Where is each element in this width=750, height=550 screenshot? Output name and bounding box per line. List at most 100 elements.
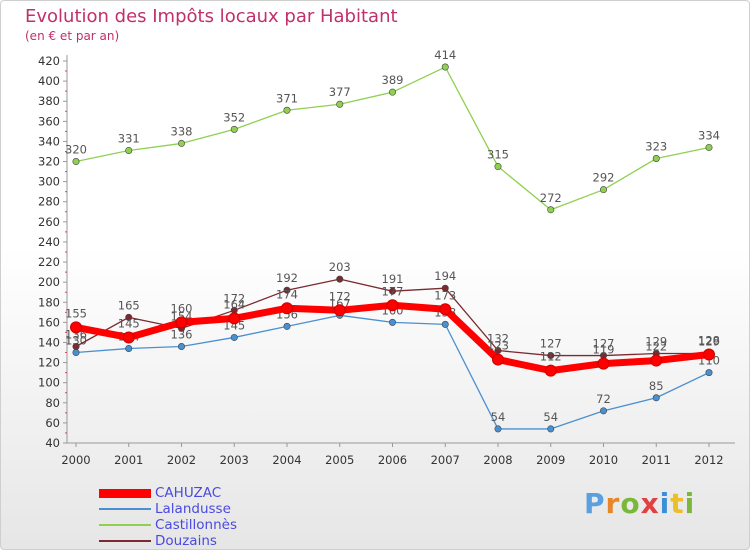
data-point-douzains — [388, 287, 396, 295]
data-point-douzains — [547, 352, 555, 360]
data-label-castillonnes: 292 — [593, 171, 615, 185]
data-label-douzains: 172 — [223, 291, 245, 305]
y-tick-label: 220 — [38, 255, 60, 269]
legend-swatch-cahuzac — [99, 489, 151, 498]
data-point-castillonnes — [388, 88, 396, 96]
y-tick-label: 140 — [38, 335, 60, 349]
y-tick-label: 180 — [38, 295, 60, 309]
data-point-cahuzac — [703, 348, 715, 361]
data-point-lalandusse — [441, 320, 449, 328]
data-point-lalandusse — [230, 333, 238, 341]
data-label-douzains: 194 — [434, 269, 456, 283]
legend-item-castillonnes[interactable]: Castillonnès — [99, 517, 339, 533]
data-label-douzains: 129 — [698, 335, 720, 349]
y-tick-label: 120 — [38, 356, 60, 370]
y-tick-label: 380 — [38, 94, 60, 108]
data-point-lalandusse — [705, 369, 713, 377]
y-tick-label: 80 — [45, 396, 60, 410]
legend-item-douzains[interactable]: Douzains — [99, 533, 339, 549]
data-label-douzains: 165 — [118, 298, 140, 312]
data-point-cahuzac — [492, 353, 504, 366]
data-point-castillonnes — [125, 146, 133, 154]
data-point-castillonnes — [599, 186, 607, 194]
data-label-cahuzac: 145 — [118, 316, 140, 330]
data-point-castillonnes — [230, 125, 238, 133]
data-label-cahuzac: 160 — [171, 301, 193, 315]
legend-label: CAHUZAC — [155, 485, 222, 501]
data-label-cahuzac: 174 — [276, 287, 298, 301]
y-tick-label: 40 — [45, 436, 60, 450]
legend-swatch-castillonnes — [99, 524, 151, 526]
data-point-lalandusse — [388, 318, 396, 326]
y-tick-label: 240 — [38, 235, 60, 249]
data-label-castillonnes: 414 — [434, 48, 456, 62]
data-label-castillonnes: 352 — [223, 110, 245, 124]
x-tick-label: 2003 — [220, 453, 249, 467]
data-point-castillonnes — [494, 163, 502, 171]
x-tick-label: 2008 — [483, 453, 512, 467]
data-point-lalandusse — [178, 342, 186, 350]
data-point-cahuzac — [439, 303, 452, 316]
legend-swatch-douzains — [99, 540, 151, 542]
x-tick-label: 2006 — [378, 453, 407, 467]
data-label-douzains: 127 — [540, 337, 562, 351]
data-point-douzains — [441, 284, 449, 292]
data-point-castillonnes — [336, 100, 344, 108]
x-tick-label: 2007 — [431, 453, 460, 467]
data-label-castillonnes: 334 — [698, 128, 720, 142]
x-tick-label: 2000 — [61, 453, 90, 467]
data-label-cahuzac: 173 — [434, 288, 456, 302]
data-label-cahuzac: 172 — [329, 289, 351, 303]
y-tick-label: 340 — [38, 134, 60, 148]
data-point-castillonnes — [705, 143, 713, 151]
data-label-lalandusse: 136 — [171, 327, 193, 341]
data-label-douzains: 129 — [645, 335, 667, 349]
data-point-castillonnes — [72, 158, 80, 166]
data-label-castillonnes: 272 — [540, 191, 562, 205]
chart-legend: CAHUZAC Lalandusse Castillonnès Douzains — [99, 485, 339, 549]
data-point-cahuzac — [597, 357, 610, 370]
data-point-lalandusse — [652, 394, 660, 402]
data-label-castillonnes: 371 — [276, 91, 298, 105]
legend-item-cahuzac[interactable]: CAHUZAC — [99, 485, 339, 501]
data-point-castillonnes — [652, 155, 660, 163]
legend-swatch-lalandusse — [99, 508, 151, 510]
legend-label: Douzains — [155, 533, 217, 549]
data-label-cahuzac: 155 — [65, 306, 87, 320]
data-label-cahuzac: 119 — [593, 343, 615, 357]
data-label-douzains: 192 — [276, 271, 298, 285]
legend-label: Castillonnès — [155, 517, 237, 533]
y-tick-label: 320 — [38, 155, 60, 169]
data-label-cahuzac: 122 — [645, 340, 667, 354]
data-point-lalandusse — [599, 407, 607, 415]
data-point-douzains — [283, 286, 291, 294]
data-point-cahuzac — [70, 321, 82, 334]
y-tick-label: 400 — [38, 74, 60, 88]
x-tick-label: 2012 — [694, 453, 723, 467]
data-point-lalandusse — [494, 425, 502, 433]
data-point-cahuzac — [650, 354, 663, 367]
data-point-lalandusse — [283, 322, 291, 330]
data-label-douzains: 191 — [382, 272, 404, 286]
x-tick-label: 2009 — [536, 453, 565, 467]
y-tick-label: 260 — [38, 215, 60, 229]
data-point-cahuzac — [228, 312, 241, 325]
y-tick-label: 280 — [38, 195, 60, 209]
data-point-lalandusse — [125, 345, 133, 353]
data-point-castillonnes — [178, 139, 186, 147]
data-label-castillonnes: 331 — [118, 131, 140, 145]
data-label-cahuzac: 164 — [223, 297, 245, 311]
data-label-castillonnes: 389 — [382, 73, 404, 87]
x-tick-label: 2011 — [642, 453, 671, 467]
data-label-castillonnes: 315 — [487, 148, 509, 162]
data-point-douzains — [125, 313, 133, 321]
data-label-lalandusse: 54 — [491, 410, 506, 424]
y-tick-label: 360 — [38, 114, 60, 128]
data-point-castillonnes — [441, 63, 449, 71]
data-label-cahuzac: 177 — [382, 284, 404, 298]
chart-subtitle: (en € et par an) — [25, 29, 120, 43]
legend-item-lalandusse[interactable]: Lalandusse — [99, 501, 339, 517]
data-label-lalandusse: 85 — [649, 379, 664, 393]
legend-label: Lalandusse — [155, 501, 231, 517]
